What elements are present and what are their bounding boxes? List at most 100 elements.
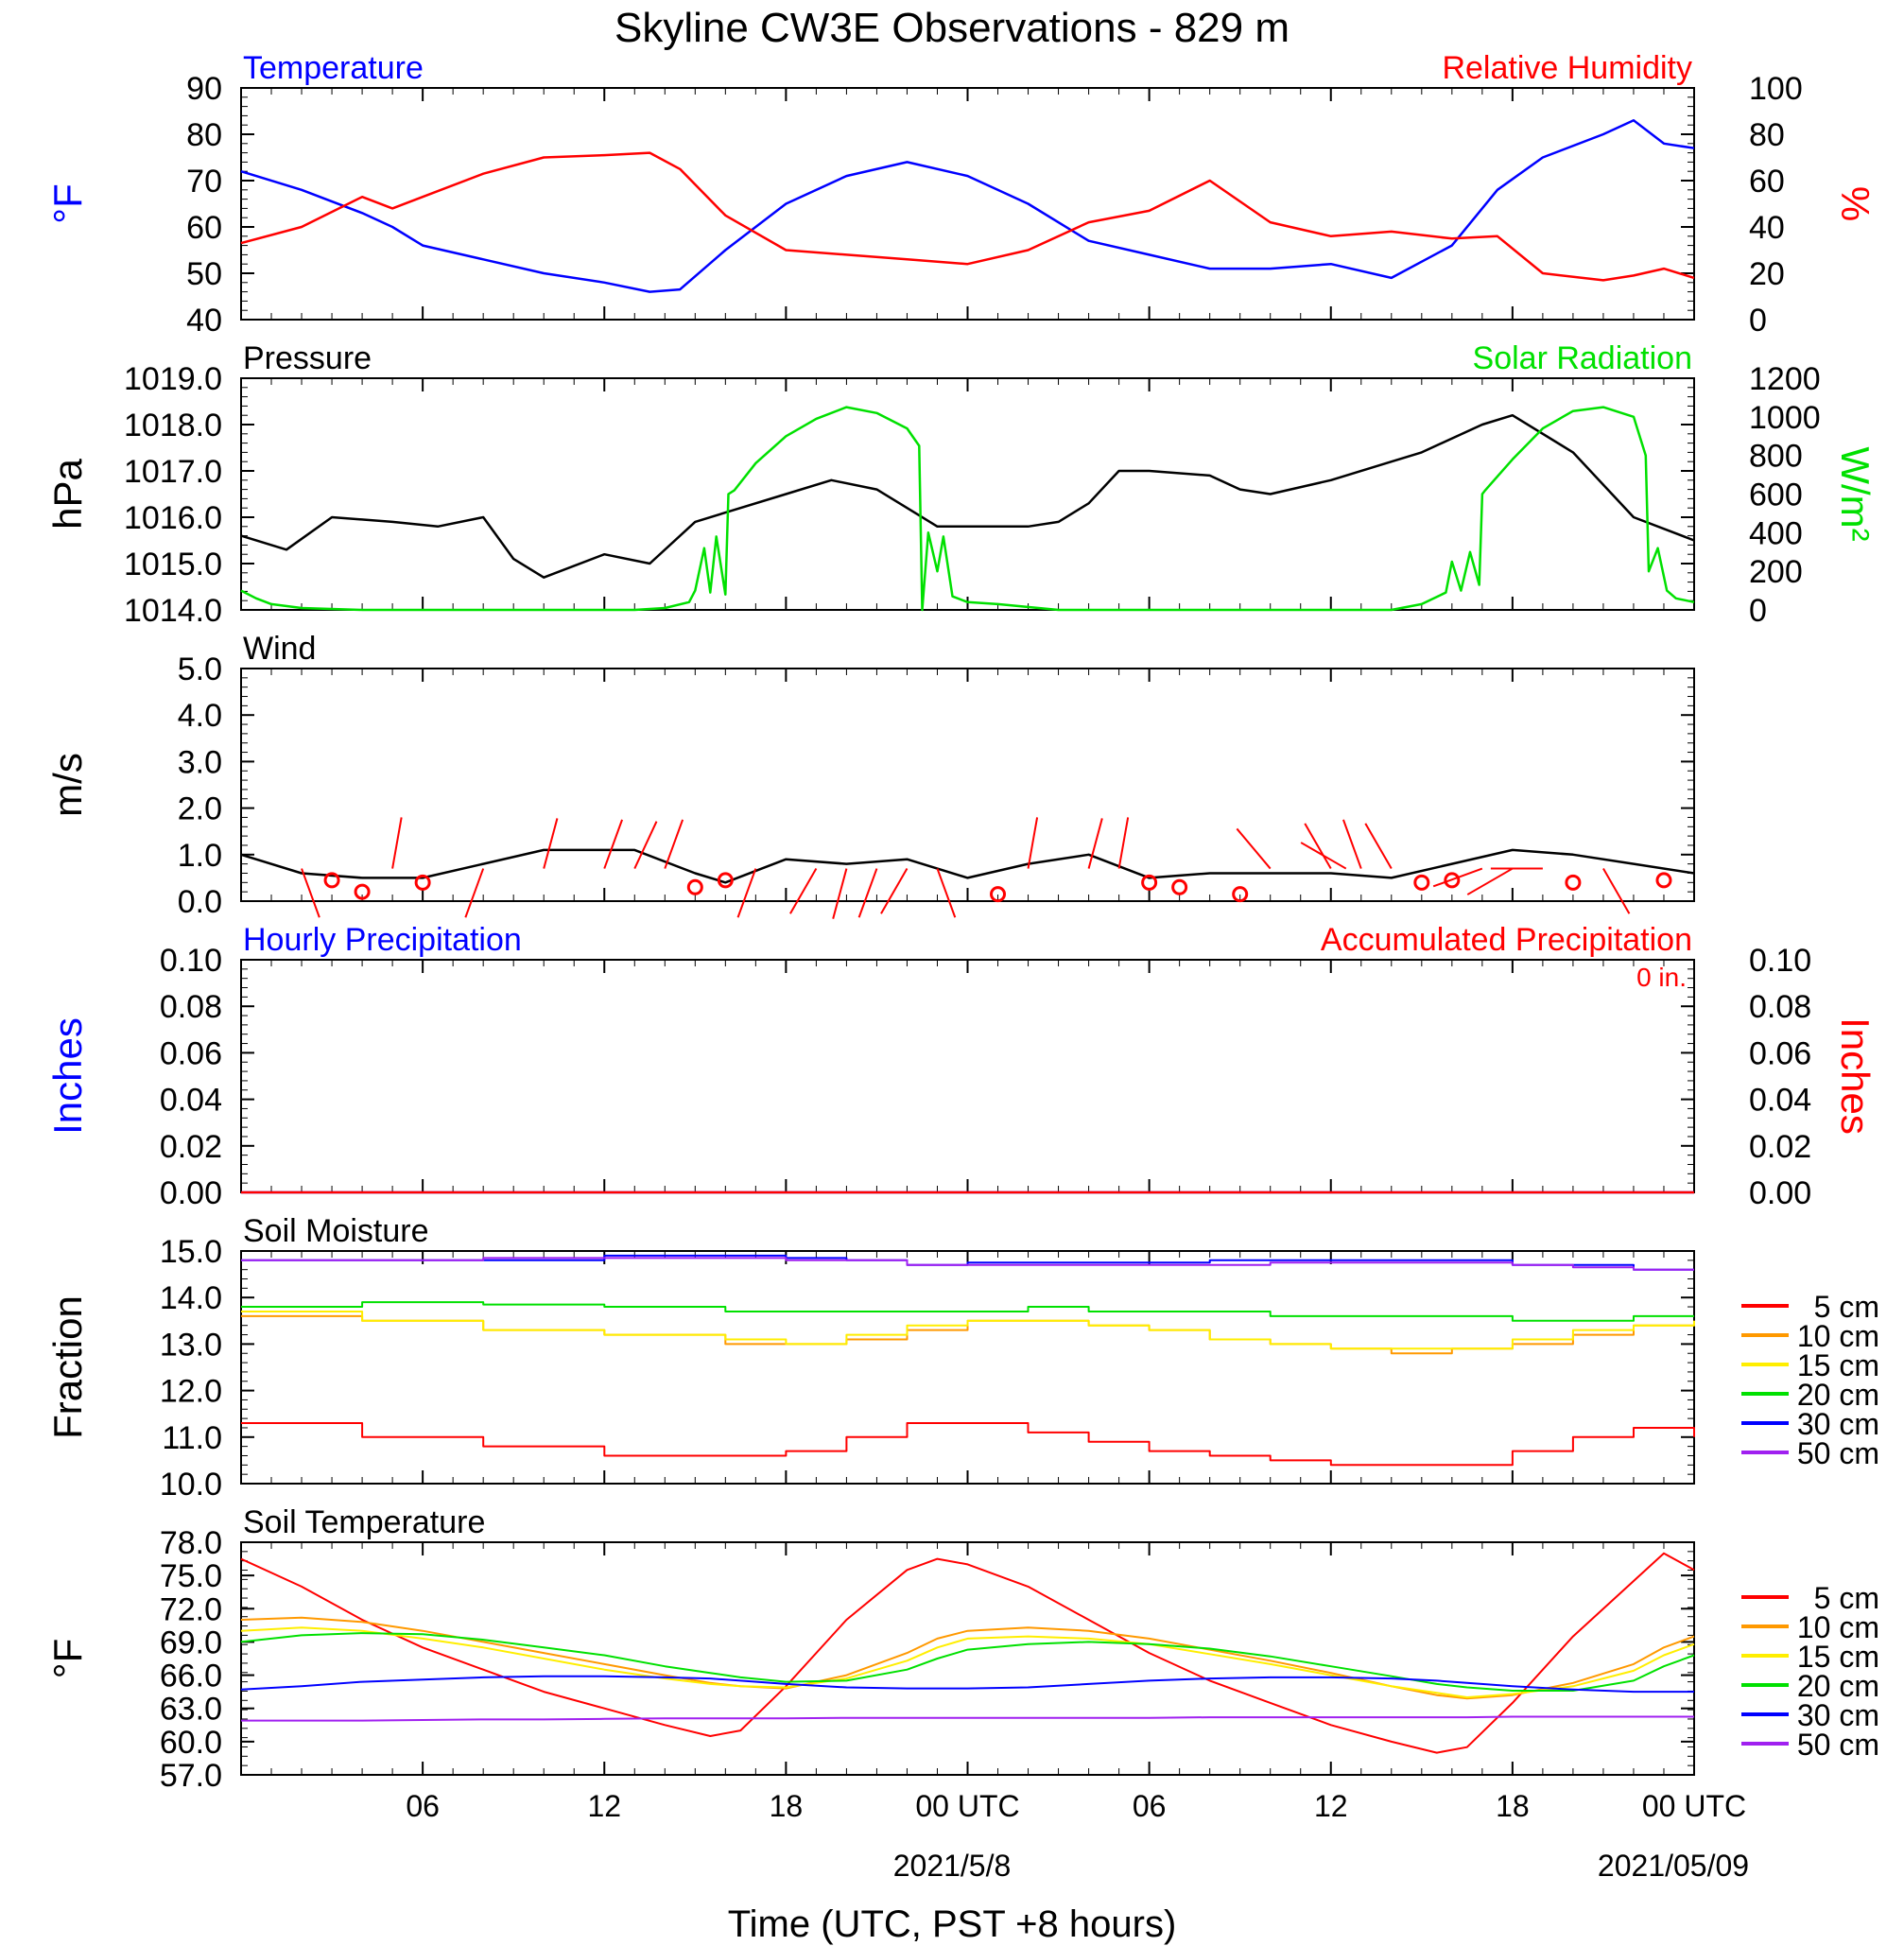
wind-frame [240,668,1695,902]
temperature_rh-ytick-label-right: 60 [1749,164,1785,200]
wind-calm-marker [323,872,340,889]
wind-barb [789,868,818,914]
pressure_solar-ylabel-left: hPa [45,458,90,529]
wind-barb [936,868,957,918]
temperature_rh-frame [240,87,1695,321]
soil_temperature-series-4 [240,1675,1694,1694]
wind-barb [1300,842,1347,870]
wind-barb [543,818,559,869]
precipitation-ytick-label-right: 0.10 [1749,943,1811,979]
x-tick-label: 00 UTC [1642,1789,1746,1823]
wind-ytick-label-left: 4.0 [178,698,222,734]
soil_temperature-series-1 [240,1616,1695,1700]
pressure_solar-ytick-label-left: 1017.0 [124,454,222,490]
wind-barb [1027,817,1039,869]
soil_moisture-left-title: Soil Moisture [243,1213,429,1249]
temperature_rh-ytick-label-right: 40 [1749,210,1785,246]
soil_temperature-ytick-label-left: 72.0 [160,1591,222,1627]
wind-ytick-label-left: 5.0 [178,652,222,687]
wind-barb [1236,827,1272,870]
wind-barb [1304,823,1332,870]
wind-barb [1466,867,1514,895]
temperature_rh-ytick-label-left: 90 [186,71,222,107]
precipitation-annotation: 0 in. [1636,963,1687,992]
wind-calm-marker [1171,878,1188,895]
wind-ylabel-left: m/s [45,753,90,817]
wind-barb [880,868,909,914]
pressure_solar-ytick-label-right: 400 [1749,515,1803,551]
temperature_rh-series-1 [240,151,1695,282]
pressure_solar-ytick-label-right: 200 [1749,554,1803,590]
wind-barb [633,821,658,869]
soil_temperature-legend-label: 10 cm [1797,1610,1879,1644]
wind-calm-marker [717,872,734,889]
pressure_solar-ytick-label-right: 0 [1749,593,1767,629]
wind-left-title: Wind [243,631,316,667]
soil_temperature-ytick-label-left: 75.0 [160,1558,222,1594]
wind-calm-marker [1413,874,1430,891]
x-tick-label: 00 UTC [915,1789,1019,1823]
wind-barb [391,817,403,869]
temperature_rh-ytick-label-left: 40 [186,303,222,339]
soil_temperature-legend-label: 20 cm [1797,1669,1879,1703]
x-tick-label: 18 [1496,1789,1530,1823]
wind-barb [857,868,878,918]
temperature_rh-ytick-label-right: 100 [1749,71,1803,107]
x-tick-label: 06 [1133,1789,1167,1823]
soil_moisture-legend-label: 15 cm [1797,1348,1879,1382]
precipitation-left-title: Hourly Precipitation [243,922,522,958]
temperature_rh-ytick-label-left: 70 [186,164,222,200]
temperature_rh-ylabel-right: % [1833,186,1878,221]
wind-series-0 [240,848,1695,884]
precipitation-ytick-label-left: 0.10 [160,943,222,979]
soil_moisture-ytick-label-left: 10.0 [160,1467,222,1503]
soil_moisture-frame [240,1250,1695,1485]
pressure_solar-series-0 [240,413,1695,579]
wind-barb [1087,818,1103,869]
pressure_solar-ytick-label-right: 800 [1749,439,1803,475]
pressure_solar-left-title: Pressure [243,340,372,376]
soil_moisture-ytick-label-left: 11.0 [162,1420,222,1456]
soil_temperature-legend-label: 5 cm [1814,1581,1879,1615]
soil_moisture-legend-label: 10 cm [1797,1319,1879,1353]
precipitation-ytick-label-left: 0.08 [160,989,222,1025]
chart-title: Skyline CW3E Observations - 829 m [614,5,1290,51]
pressure_solar-series-1 [240,406,1695,612]
precipitation-frame [240,959,1695,1193]
wind-barb [832,868,848,919]
wind-ytick-label-left: 2.0 [178,791,222,827]
precipitation-ytick-label-left: 0.02 [160,1129,222,1165]
wind-calm-marker [414,874,431,891]
wind-calm-marker [990,886,1007,903]
soil_moisture-series-3 [241,1301,1694,1322]
x-tick-label: 12 [1314,1789,1348,1823]
wind-ytick-label-left: 3.0 [178,744,222,780]
temperature_rh-ytick-label-left: 80 [186,117,222,153]
soil_moisture-series-0 [241,1422,1695,1467]
soil_moisture-ytick-label-left: 15.0 [160,1234,222,1270]
soil_moisture-legend-label: 50 cm [1797,1436,1879,1470]
soil_moisture-ytick-label-left: 13.0 [160,1327,222,1363]
wind-barb [301,868,320,918]
soil_temperature-frame [240,1541,1695,1776]
wind-calm-marker [354,883,371,900]
wind-barb [1364,823,1393,870]
precipitation-ytick-label-right: 0.04 [1749,1083,1811,1119]
soil_moisture-ylabel-left: Fraction [45,1295,90,1439]
temperature_rh-series-0 [240,119,1695,293]
pressure_solar-ytick-label-left: 1018.0 [124,408,222,443]
temperature_rh-ytick-label-right: 20 [1749,256,1785,292]
wind-barb [736,868,757,918]
soil_temperature-ytick-label-left: 66.0 [160,1659,222,1694]
precipitation-ylabel-left: Inches [45,1017,90,1135]
soil_moisture-legend-label: 5 cm [1814,1290,1879,1324]
x-axis-label: Time (UTC, PST +8 hours) [728,1903,1177,1945]
soil_moisture-ytick-label-left: 12.0 [160,1374,222,1410]
soil_moisture-series-2 [241,1311,1695,1350]
wind-barb [464,868,485,918]
soil_temperature-ytick-label-left: 57.0 [160,1758,222,1794]
soil_moisture-ytick-label-left: 14.0 [160,1280,222,1316]
soil_moisture-legend-label: 30 cm [1797,1407,1879,1441]
soil_moisture-legend-label: 20 cm [1797,1378,1879,1412]
